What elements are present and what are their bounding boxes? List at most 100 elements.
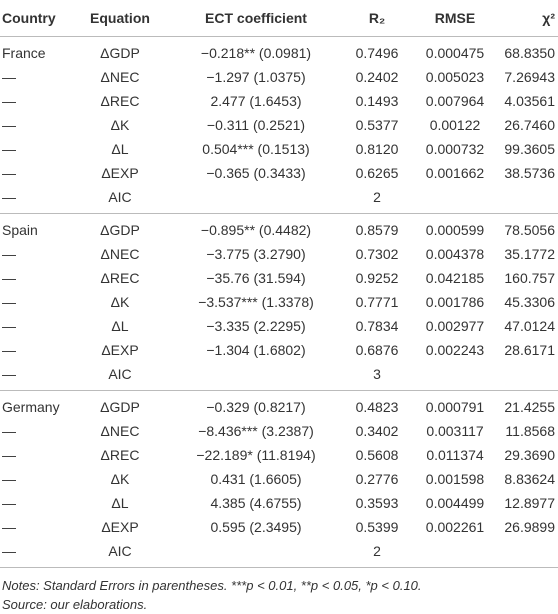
empty-cell <box>168 539 344 568</box>
cell: ΔEXP <box>101 519 139 535</box>
table-row: — ΔL 4.385 (4.6755) 0.3593 0.004499 12.8977 <box>0 491 558 515</box>
cell: AIC <box>72 539 168 568</box>
cell: — <box>2 423 16 439</box>
cell: 3 <box>344 362 410 391</box>
table-row: — ΔEXP −0.365 (0.3433) 0.6265 0.001662 38.573… <box>0 161 558 185</box>
cell: 0.3402 <box>355 423 399 439</box>
cell: 0.000791 <box>425 399 485 415</box>
cell: 0.8579 <box>355 222 399 238</box>
header-cell: R₂ <box>344 0 410 37</box>
cell: −0.311 (0.2521) <box>206 117 306 133</box>
cell: ΔGDP <box>100 45 140 61</box>
cell: 12.8977 <box>504 495 555 511</box>
cell: France <box>2 45 46 61</box>
table-row: — ΔL −3.335 (2.2295) 0.7834 0.002977 47.0124 <box>0 314 558 338</box>
empty-cell <box>500 185 558 214</box>
cell: 0.5608 <box>355 447 399 463</box>
cell: 47.0124 <box>504 318 555 334</box>
cell: ΔNEC <box>100 246 140 262</box>
cell: — <box>2 447 16 463</box>
cell: 0.001662 <box>425 165 485 181</box>
cell: — <box>0 539 72 568</box>
cell: ΔEXP <box>101 165 139 181</box>
cell: ΔK <box>110 471 130 487</box>
table-row: — ΔK −3.537*** (1.3378) 0.7771 0.001786 45.33… <box>0 290 558 314</box>
cell: 0.7834 <box>355 318 399 334</box>
cell: 8.83624 <box>504 471 555 487</box>
cell: 0.005023 <box>425 69 485 85</box>
cell: — <box>2 270 16 286</box>
cell: 0.042185 <box>425 270 485 286</box>
cell: AIC <box>72 185 168 214</box>
header-cell: χ² <box>500 0 558 37</box>
cell: 28.6171 <box>504 342 555 358</box>
cell: ΔREC <box>100 447 140 463</box>
cell: — <box>2 342 16 358</box>
table-row: Spain ΔGDP −0.895** (0.4482) 0.8579 0.000599… <box>0 214 558 243</box>
cell: ΔL <box>111 495 129 511</box>
cell: 21.4255 <box>504 399 555 415</box>
results-table: Country Equation ECT coefficient R₂ RMSE χ² F… <box>0 0 558 568</box>
cell: — <box>0 185 72 214</box>
cell: 0.003117 <box>426 423 484 439</box>
cell: 0.007964 <box>425 93 485 109</box>
cell: — <box>2 471 16 487</box>
cell: −3.775 (3.2790) <box>206 246 306 262</box>
note: Source: our elaborations. <box>2 597 148 612</box>
cell: 0.000732 <box>425 141 485 157</box>
table-row: — ΔNEC −1.297 (1.0375) 0.2402 0.005023 7.2694… <box>0 65 558 89</box>
cell: 0.6876 <box>355 342 399 358</box>
cell: 0.3593 <box>355 495 399 511</box>
header-cell: RMSE <box>410 0 500 37</box>
cell: 0.4823 <box>355 399 399 415</box>
cell: −1.304 (1.6802) <box>206 342 306 358</box>
cell: 0.2776 <box>355 471 399 487</box>
cell: 35.1772 <box>504 246 555 262</box>
table-row: — ΔEXP −1.304 (1.6802) 0.6876 0.002243 28.617… <box>0 338 558 362</box>
cell: 0.5377 <box>355 117 399 133</box>
cell: ΔK <box>110 294 130 310</box>
cell: — <box>2 117 16 133</box>
cell: ΔNEC <box>100 423 140 439</box>
empty-cell <box>410 539 500 568</box>
cell: 45.3306 <box>504 294 555 310</box>
cell: ΔNEC <box>100 69 140 85</box>
note: Notes: Standard Errors in parentheses. *… <box>2 578 422 593</box>
cell: 0.00122 <box>429 117 481 133</box>
cell: 0.7496 <box>355 45 399 61</box>
cell: −0.365 (0.3433) <box>206 165 306 181</box>
cell: Spain <box>2 222 38 238</box>
cell: 78.5056 <box>504 222 555 238</box>
table-row: — ΔEXP 0.595 (2.3495) 0.5399 0.002261 26.9899 <box>0 515 558 539</box>
cell: — <box>2 519 16 535</box>
cell: — <box>2 495 16 511</box>
table-row: — ΔREC −35.76 (31.594) 0.9252 0.042185 160.75… <box>0 266 558 290</box>
cell: ΔREC <box>100 93 140 109</box>
cell: −0.329 (0.8217) <box>206 399 306 415</box>
table-row: — ΔK −0.311 (0.2521) 0.5377 0.00122 26.7460 <box>0 113 558 137</box>
cell: 0.504*** (0.1513) <box>202 141 310 157</box>
cell: ΔK <box>110 117 130 133</box>
cell: −0.218** (0.0981) <box>200 45 312 61</box>
table-row: France ΔGDP −0.218** (0.0981) 0.7496 0.00047… <box>0 37 558 66</box>
cell: ΔGDP <box>100 222 140 238</box>
empty-cell <box>410 185 500 214</box>
cell: 99.3605 <box>504 141 555 157</box>
cell: 0.001786 <box>425 294 485 310</box>
table-row: — AIC 2 <box>0 539 558 568</box>
cell: 0.5399 <box>355 519 399 535</box>
cell: −3.335 (2.2295) <box>206 318 306 334</box>
cell: ΔREC <box>100 270 140 286</box>
empty-cell <box>500 362 558 391</box>
header-row: Country Equation ECT coefficient R₂ RMSE χ² <box>0 0 558 37</box>
table-row: — ΔREC 2.477 (1.6453) 0.1493 0.007964 4.03561 <box>0 89 558 113</box>
cell: 0.000599 <box>425 222 485 238</box>
cell: 29.3690 <box>504 447 555 463</box>
cell: — <box>0 362 72 391</box>
cell: 0.6265 <box>355 165 399 181</box>
cell: 0.9252 <box>355 270 399 286</box>
cell: 160.757 <box>504 270 555 286</box>
cell: — <box>2 93 16 109</box>
cell: −3.537*** (1.3378) <box>198 294 314 310</box>
header-cell: ECT coefficient <box>168 0 344 37</box>
